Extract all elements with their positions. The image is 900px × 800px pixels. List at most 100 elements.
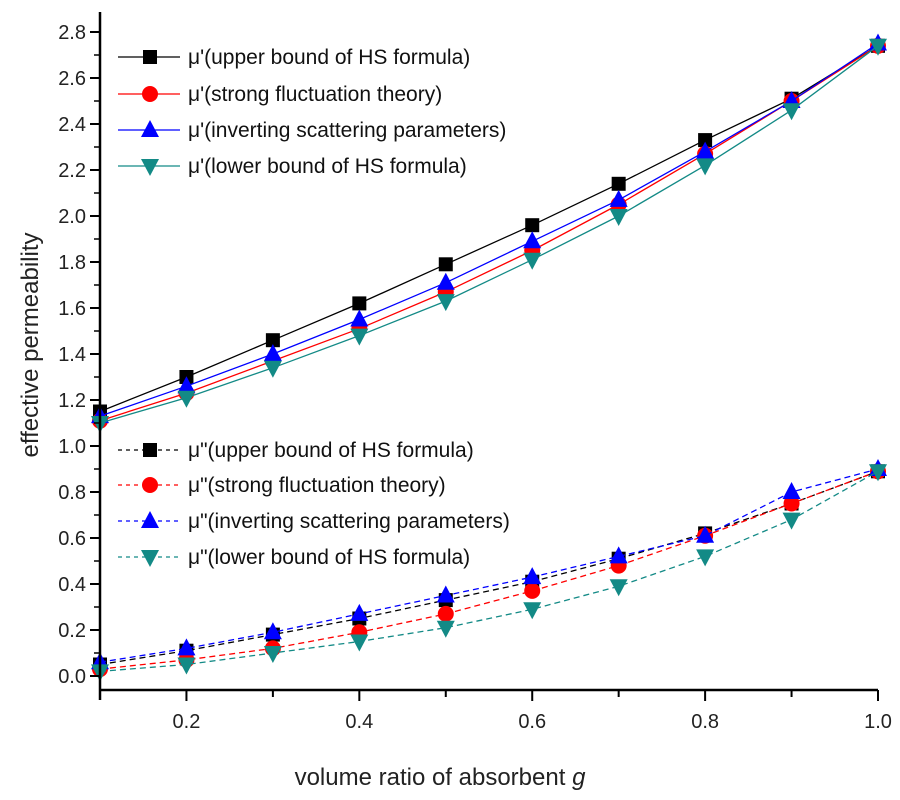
legend-marker xyxy=(142,86,158,102)
y-tick-label: 0.4 xyxy=(58,574,86,596)
y-tick-label: 2.2 xyxy=(58,160,86,182)
x-tick-label: 0.4 xyxy=(345,711,373,733)
data-point xyxy=(783,495,800,512)
data-point xyxy=(696,525,715,543)
series-line xyxy=(99,468,879,663)
data-point xyxy=(263,360,282,378)
data-point xyxy=(350,603,369,621)
data-point xyxy=(782,482,801,499)
axes: 0.0 0.2 0.4 0.6 0.8 1.0 1.2 1.4 1.6 1.8 2.0 2.2 2.4 2… xyxy=(58,12,892,733)
data-point xyxy=(523,231,542,249)
legend-marker xyxy=(141,120,159,137)
legend-item-3: μ'(lower bound of HS formula) xyxy=(118,155,467,178)
y-tick-label: 2.0 xyxy=(58,206,86,228)
legend-label: μ"(strong fluctuation theory) xyxy=(188,474,446,497)
data-point xyxy=(265,333,280,348)
x-tick-label: 0.2 xyxy=(173,711,201,733)
data-point xyxy=(350,309,369,327)
series-layer xyxy=(91,33,887,682)
y-tick-label: 0.6 xyxy=(58,528,86,550)
legend-label: μ'(upper bound of HS formula) xyxy=(188,46,470,69)
y-tick-label: 1.2 xyxy=(58,390,86,412)
data-point xyxy=(177,657,196,675)
y-tick-label: 1.0 xyxy=(58,436,86,458)
data-point xyxy=(352,296,367,311)
legend-marker xyxy=(141,550,159,567)
data-point xyxy=(523,567,542,585)
series-line xyxy=(99,45,879,413)
y-tick-label: 2.4 xyxy=(58,114,86,136)
series-line xyxy=(99,45,879,424)
data-point xyxy=(177,638,196,656)
series-line xyxy=(99,470,879,670)
x-axis-label-text: volume ratio of absorbent xyxy=(295,764,566,791)
data-point xyxy=(611,176,626,191)
data-point xyxy=(609,209,628,226)
legend-marker xyxy=(142,477,158,493)
legend-item-2: μ'(inverting scattering parameters) xyxy=(118,119,506,142)
data-point xyxy=(523,602,542,620)
y-tick-label: 1.8 xyxy=(58,252,86,274)
data-point xyxy=(263,646,282,663)
series-7 xyxy=(91,464,887,682)
data-point xyxy=(436,620,455,638)
data-point xyxy=(869,464,887,482)
data-point xyxy=(350,328,369,346)
legend-marker xyxy=(141,511,159,528)
data-point xyxy=(177,390,196,408)
data-point xyxy=(609,579,628,597)
series-line xyxy=(99,470,879,666)
series-line xyxy=(99,470,879,673)
y-tick-label: 2.8 xyxy=(58,22,86,44)
data-point xyxy=(782,512,801,530)
data-point xyxy=(696,158,715,176)
data-point xyxy=(523,252,542,270)
x-axis-label: volume ratio of absorbent g xyxy=(295,764,587,791)
data-point xyxy=(436,272,455,290)
y-tick-label: 1.6 xyxy=(58,298,86,320)
legend-label: μ"(lower bound of HS formula) xyxy=(188,546,470,569)
legend-item-1: μ'(strong fluctuation theory) xyxy=(118,83,442,106)
x-tick-label: 0.8 xyxy=(691,711,719,733)
data-point xyxy=(869,38,887,56)
legend-label: μ'(inverting scattering parameters) xyxy=(188,119,506,142)
legend: μ'(upper bound of HS formula) μ'(strong f… xyxy=(118,46,510,569)
legend-item-5: μ"(strong fluctuation theory) xyxy=(118,474,446,497)
legend-item-7: μ"(lower bound of HS formula) xyxy=(118,546,470,569)
data-point xyxy=(696,141,715,159)
data-point xyxy=(436,585,455,603)
y-tick-label: 0.0 xyxy=(58,666,86,688)
legend-marker xyxy=(141,159,159,176)
legend-label: μ"(upper bound of HS formula) xyxy=(188,439,474,462)
data-point xyxy=(263,344,282,361)
data-point xyxy=(782,103,801,121)
data-point xyxy=(436,294,455,312)
series-line xyxy=(99,45,879,422)
data-point xyxy=(263,622,282,640)
x-axis-label-symbol: g xyxy=(572,764,586,791)
y-tick-label: 2.6 xyxy=(58,68,86,90)
series-line xyxy=(99,42,879,417)
y-tick-label: 1.4 xyxy=(58,344,86,366)
x-tick-label: 0.6 xyxy=(518,711,546,733)
y-tick-label: 0.2 xyxy=(58,620,86,642)
data-point xyxy=(609,189,628,207)
legend-label: μ'(strong fluctuation theory) xyxy=(188,83,442,106)
data-point xyxy=(609,546,628,564)
data-point xyxy=(524,582,541,599)
legend-label: μ"(inverting scattering parameters) xyxy=(188,510,510,533)
legend-item-4: μ"(upper bound of HS formula) xyxy=(118,439,474,462)
data-point xyxy=(696,549,715,567)
legend-label: μ'(lower bound of HS formula) xyxy=(188,155,467,178)
legend-item-0: μ'(upper bound of HS formula) xyxy=(118,46,470,69)
y-axis-label: effective permeability xyxy=(17,233,44,458)
data-point xyxy=(350,634,369,652)
data-point xyxy=(437,605,454,622)
x-tick-label: 1.0 xyxy=(864,711,892,733)
data-point xyxy=(525,218,540,233)
data-point xyxy=(438,257,453,272)
legend-item-6: μ"(inverting scattering parameters) xyxy=(118,510,510,533)
data-point xyxy=(177,376,196,394)
data-point xyxy=(698,133,713,148)
